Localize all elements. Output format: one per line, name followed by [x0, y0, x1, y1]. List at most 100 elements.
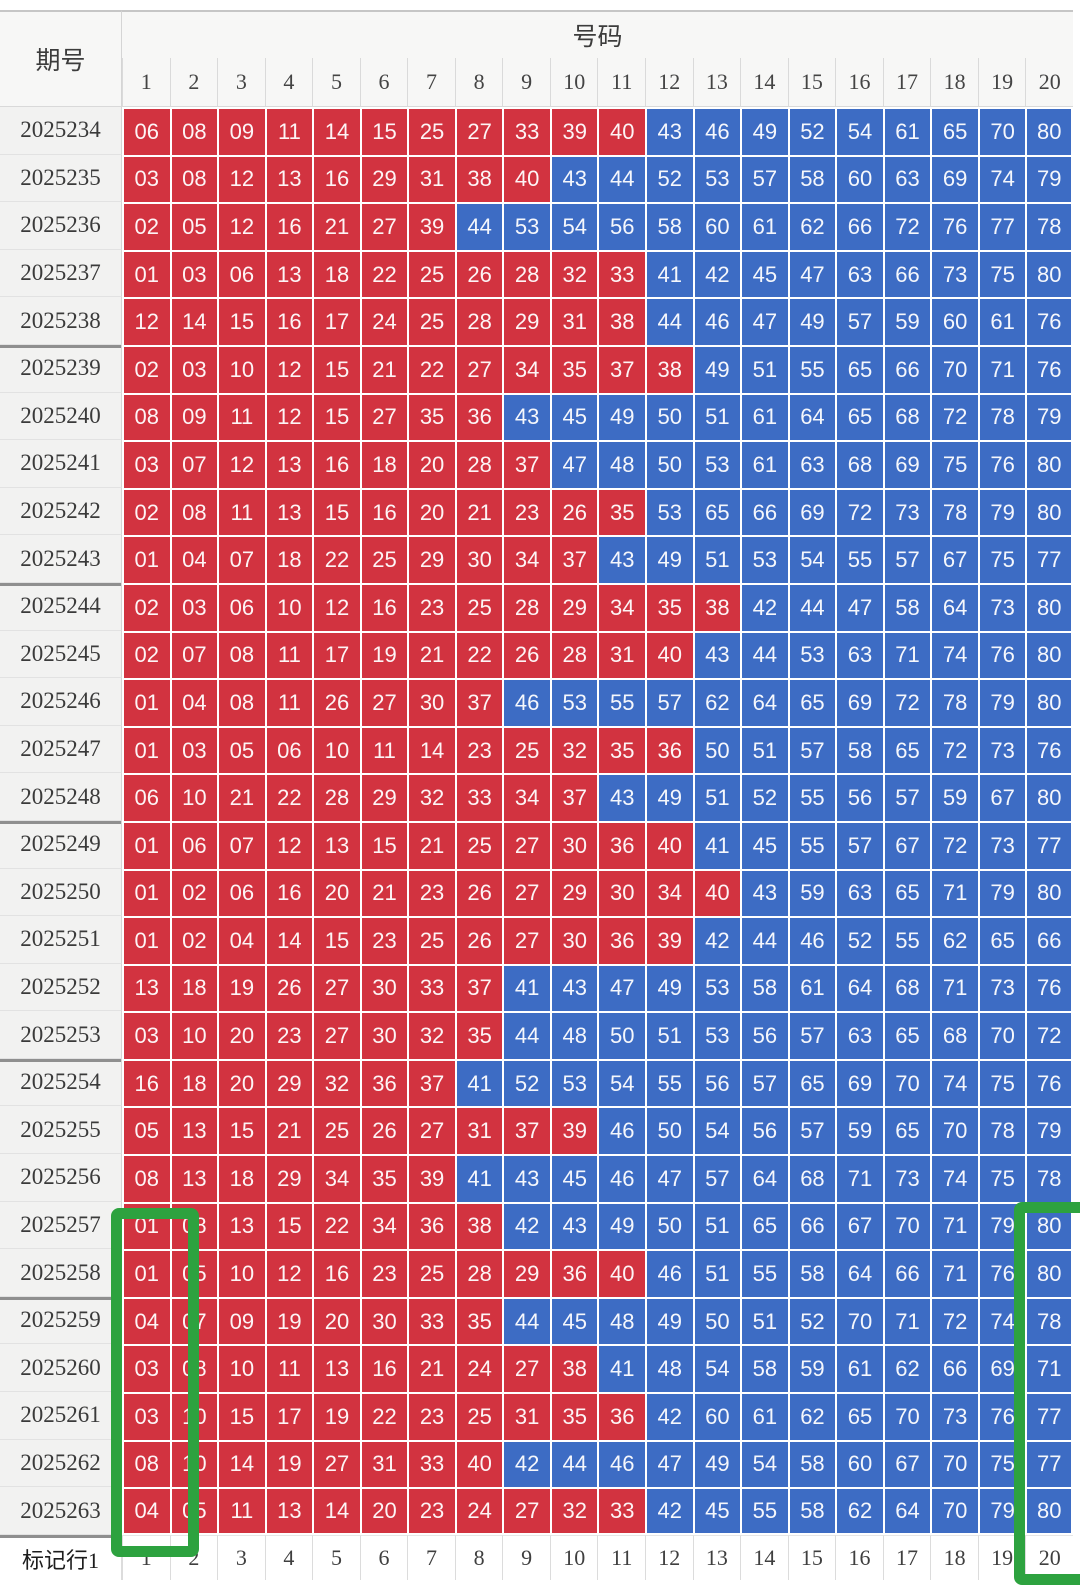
number-cell: 41 — [454, 1058, 503, 1107]
number-cell: 61 — [882, 107, 931, 155]
number-cell: 03 — [169, 582, 218, 631]
mark-row-label: 标记行1 — [0, 1534, 122, 1580]
column-header-18: 18 — [930, 58, 978, 107]
number-cell: 24 — [454, 1487, 503, 1535]
number-cell: 46 — [692, 107, 741, 155]
number-cell: 15 — [359, 820, 408, 869]
number-cell: 22 — [407, 344, 455, 393]
number-cell: 37 — [407, 1058, 455, 1107]
number-cell: 29 — [264, 1154, 313, 1202]
number-cell: 65 — [692, 487, 741, 536]
number-cell: 13 — [312, 820, 360, 869]
number-cell: 35 — [597, 487, 646, 536]
number-cell: 67 — [835, 1201, 883, 1250]
table-row: 2025255 05 13 15 21 25 26 27 31 37 39 46 50 54 56 57 59 6… — [0, 1106, 1074, 1155]
table-row: 2025238 12 14 15 16 17 24 25 28 29 31 38 44 46 47 49 57 5… — [0, 297, 1074, 345]
number-cell: 58 — [645, 202, 693, 250]
number-cell: 67 — [882, 1439, 931, 1488]
number-cell: 26 — [454, 916, 503, 964]
number-cell: 10 — [169, 773, 218, 821]
number-cell: 70 — [977, 107, 1026, 155]
number-cell: 38 — [692, 582, 741, 631]
number-cell: 54 — [740, 1439, 788, 1488]
number-cell: 43 — [549, 1201, 598, 1250]
number-cell: 40 — [597, 107, 646, 155]
number-cell: 33 — [407, 1439, 455, 1488]
number-cell: 69 — [882, 440, 931, 488]
column-header-4: 4 — [264, 58, 313, 107]
number-cell: 62 — [787, 202, 836, 250]
number-cell: 54 — [787, 535, 836, 583]
number-cell: 77 — [1025, 1392, 1074, 1440]
number-cell: 76 — [977, 440, 1026, 488]
number-cell: 13 — [264, 154, 313, 203]
number-cell: 44 — [740, 630, 788, 679]
number-cell: 28 — [312, 773, 360, 821]
number-cell: 10 — [217, 344, 265, 393]
number-cell: 75 — [930, 440, 978, 488]
number-cell: 70 — [882, 1058, 931, 1107]
period-cell: 2025251 — [0, 916, 122, 964]
number-cell: 72 — [930, 1296, 978, 1345]
number-cell: 14 — [312, 107, 360, 155]
number-cell: 10 — [169, 1439, 218, 1488]
period-cell: 2025246 — [0, 678, 122, 726]
number-cell: 57 — [692, 1154, 741, 1202]
number-cell: 33 — [407, 963, 455, 1012]
number-cell: 28 — [454, 440, 503, 488]
number-cell: 49 — [645, 773, 693, 821]
number-cell: 45 — [549, 392, 598, 441]
number-cell: 27 — [502, 820, 550, 869]
number-cell: 23 — [407, 868, 455, 917]
number-cell: 78 — [977, 1106, 1026, 1155]
number-cell: 53 — [549, 678, 598, 726]
table-row: 2025235 03 08 12 13 16 29 31 38 40 43 44 52 53 57 58 60 6… — [0, 154, 1074, 203]
number-cell: 26 — [454, 249, 503, 298]
number-cell: 13 — [169, 1106, 218, 1155]
number-cell: 28 — [502, 582, 550, 631]
number-cell: 68 — [835, 440, 883, 488]
number-cell: 51 — [692, 1201, 741, 1250]
number-cell: 75 — [977, 1058, 1026, 1107]
number-cell: 20 — [407, 440, 455, 488]
number-cell: 17 — [312, 297, 360, 345]
number-cell: 32 — [312, 1058, 360, 1107]
number-cell: 50 — [692, 1296, 741, 1345]
number-cell: 36 — [597, 916, 646, 964]
number-cell: 77 — [977, 202, 1026, 250]
lottery-trend-table: 期号 号码 1 2 3 4 5 6 7 8 9 10 11 12 13 14 15 16 17 18 19 20 20… — [0, 10, 1074, 1580]
number-cell: 32 — [549, 249, 598, 298]
number-cell: 40 — [502, 154, 550, 203]
number-cell: 08 — [169, 487, 218, 536]
number-cell: 75 — [977, 1154, 1026, 1202]
number-cell: 52 — [645, 154, 693, 203]
table-row: 2025257 01 08 13 15 22 34 36 38 42 43 49 50 51 65 66 67 7… — [0, 1201, 1074, 1250]
number-cell: 80 — [1025, 249, 1074, 298]
number-cell: 55 — [597, 678, 646, 726]
number-cell: 13 — [169, 1154, 218, 1202]
number-cell: 15 — [264, 1201, 313, 1250]
number-cell: 79 — [1025, 154, 1074, 203]
number-cell: 75 — [977, 1439, 1026, 1488]
number-cell: 41 — [454, 1154, 503, 1202]
number-cell: 34 — [502, 344, 550, 393]
number-cell: 35 — [454, 1011, 503, 1059]
number-cell: 23 — [359, 1249, 408, 1297]
column-header-13: 13 — [692, 58, 741, 107]
number-cell: 63 — [787, 440, 836, 488]
table-row: 2025245 02 07 08 11 17 19 21 22 26 28 31 40 43 44 53 63 7… — [0, 630, 1074, 679]
number-cell: 44 — [597, 154, 646, 203]
number-cell: 65 — [835, 1392, 883, 1440]
number-cell: 41 — [645, 249, 693, 298]
number-cell: 25 — [502, 725, 550, 774]
number-cell: 65 — [835, 344, 883, 393]
number-cell: 15 — [312, 392, 360, 441]
number-cell: 62 — [882, 1344, 931, 1393]
number-cell: 06 — [122, 107, 170, 155]
number-cell: 37 — [502, 1106, 550, 1155]
number-cell: 30 — [407, 678, 455, 726]
number-cell: 80 — [1025, 1487, 1074, 1535]
number-cell: 25 — [312, 1106, 360, 1155]
number-cell: 43 — [549, 963, 598, 1012]
number-cell: 59 — [835, 1106, 883, 1155]
